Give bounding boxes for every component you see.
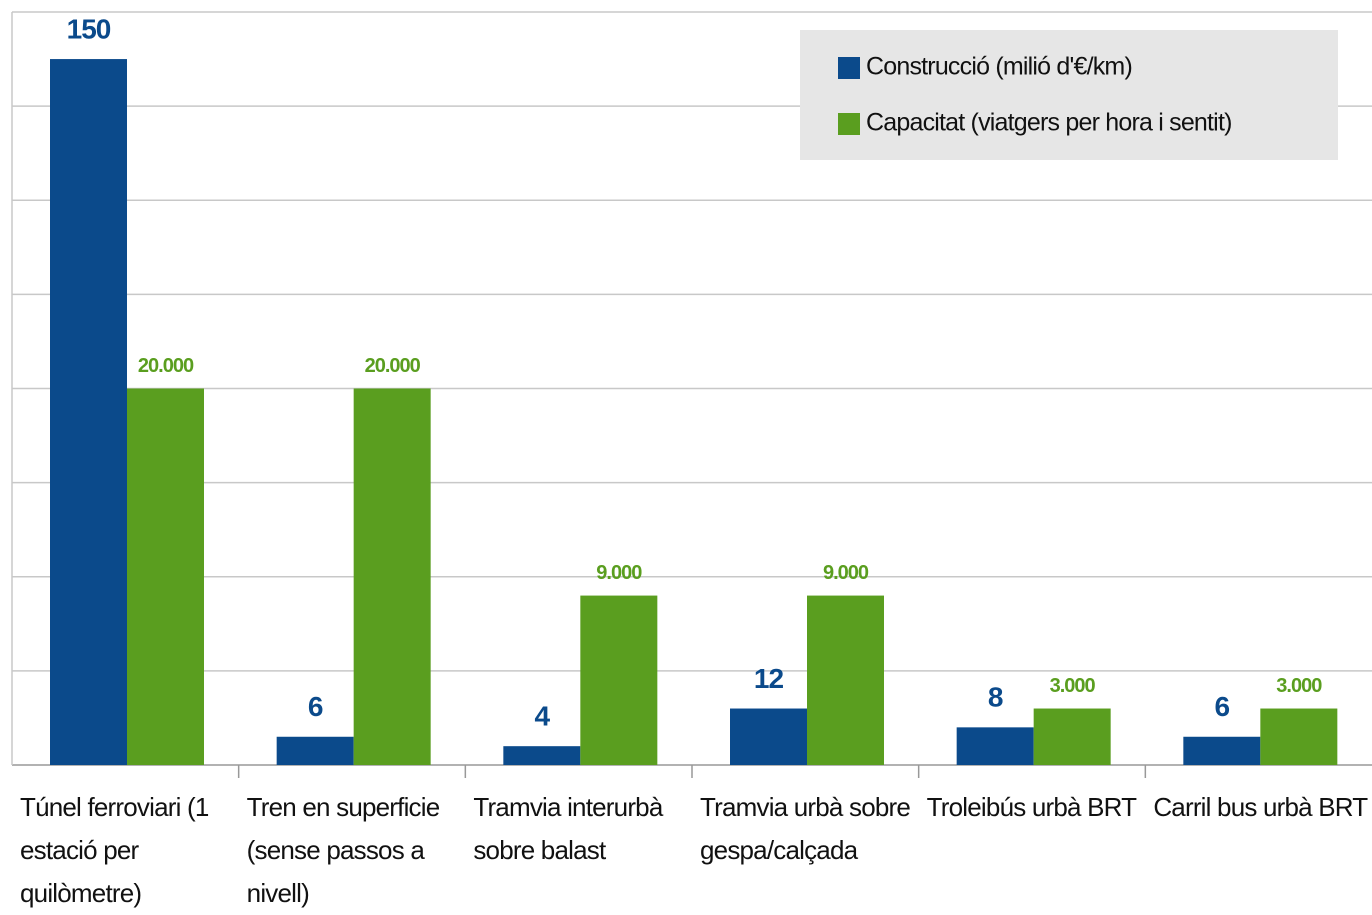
bar [1183,736,1261,765]
bar [127,388,204,765]
data-label: 20.000 [138,355,194,377]
data-label: 4 [535,701,551,732]
bar [353,388,431,765]
data-label: 150 [67,13,111,44]
bar [730,708,807,765]
legend-box [800,30,1338,160]
x-tick-label: Carril bus urbà BRT [1153,792,1368,822]
data-label: 9.000 [823,562,869,584]
bar [1033,708,1111,765]
x-tick-label: Túnel ferroviari (1 estació per quilòmet… [20,792,209,908]
x-tick-label: Tramvia urbà sobre gespa/calçada [700,792,911,865]
legend-swatch [838,57,860,79]
data-label: 12 [754,663,784,694]
bar [50,59,127,765]
data-label: 8 [988,682,1003,713]
data-label: 20.000 [365,355,421,377]
legend-label: Capacitat (viatgers per hora i sentit) [866,109,1232,137]
bar [580,595,658,765]
x-tick-label: Tramvia interurbà sobre balast [473,792,663,865]
x-tick-label: Tren en superficie (sense passos a nivel… [246,792,441,908]
data-label: 3.000 [1050,675,1096,697]
data-label: 9.000 [596,562,642,584]
bar [276,736,354,765]
bar [1260,708,1338,765]
legend-swatch [838,113,860,135]
bar [956,727,1034,765]
x-tick-label: Troleibús urbà BRT [926,792,1137,822]
legend-label: Construcció (milió d'€/km) [866,53,1132,81]
bar [807,595,884,765]
data-label: 6 [1215,691,1230,722]
data-label: 3.000 [1276,675,1322,697]
bar [503,746,581,765]
data-label: 6 [308,691,323,722]
